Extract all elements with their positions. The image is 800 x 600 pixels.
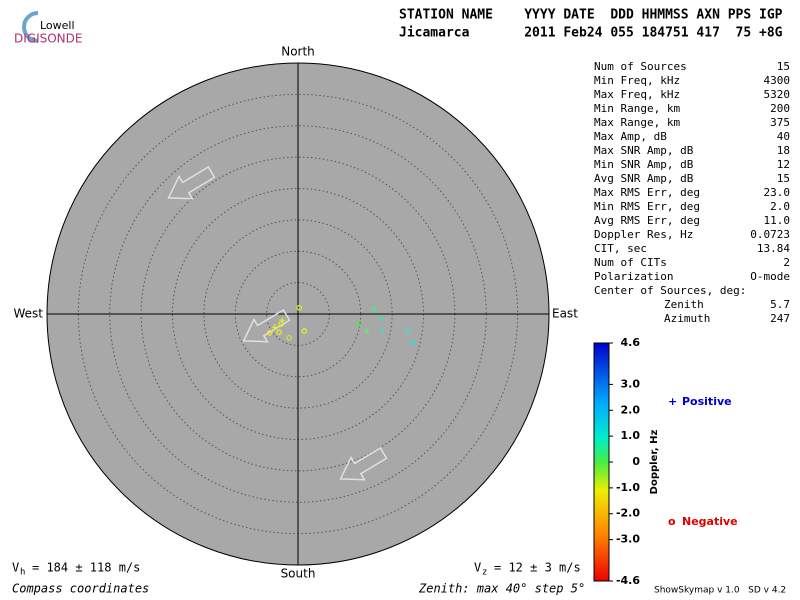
compass-west: West [13,307,43,321]
velocity-arrow [167,165,216,200]
stat-value: 2 [783,256,790,269]
colorbar-title: Doppler, Hz [649,430,660,495]
source-positive [364,327,371,334]
source-negative [286,335,293,341]
stat-label: Min Range, km [594,102,680,115]
velocity-arrow [242,308,291,343]
colorbar-tick-label: -3.0 [616,533,640,546]
center-azimuth: 247 [770,312,790,325]
stat-label: Max Range, km [594,116,680,129]
stat-value: 15 [777,60,790,73]
stat-value: 12 [777,158,790,171]
source-positive [409,339,416,346]
stat-value: 23.0 [764,186,791,199]
stat-label: Max SNR Amp, dB [594,144,694,157]
header-values: Jicamarca 2011 Feb24 055 184751 417 75 +… [399,26,783,41]
source-negative [301,328,308,334]
source-negative [266,330,273,336]
vh-value: = 184 ± 118 m/s [32,561,140,575]
version: ShowSkymap v 1.0 SD v 4.2 [654,586,786,596]
colorbar-tick-label: -1.0 [616,481,640,494]
header-columns: STATION NAME YYYY DATE DDD HHMMSS AXN PP… [399,8,783,23]
logo-top: Lowell [40,19,75,32]
logo-mark [22,11,39,43]
stat-label: CIT, sec [594,242,647,255]
center-zenith: 5.7 [770,298,790,311]
vz-sub: z [482,568,487,578]
compass-south: South [281,567,316,581]
stat-value: 375 [770,116,790,129]
center-azimuth-label: Azimuth [664,312,710,325]
center-zenith-label: Zenith [664,298,704,311]
stat-label: Max Freq, kHz [594,88,680,101]
stat-label: Min RMS Err, deg [594,200,700,213]
source-negative [276,329,282,335]
source-negative [278,321,284,327]
colorbar-tick-label: 1.0 [621,429,641,442]
stat-value: 40 [777,130,790,143]
vh-symbol: V [12,561,19,575]
source-positive [379,327,386,334]
legend-positive-symbol: + [668,395,677,408]
stat-value: 13.84 [757,242,790,255]
stat-label: Avg SNR Amp, dB [594,172,694,185]
stat-label: Min SNR Amp, dB [594,158,694,171]
source-positive [370,305,377,312]
stat-label: Num of CITs [594,256,667,269]
colorbar-tick-label: -2.0 [616,507,640,520]
stat-label: Doppler Res, Hz [594,228,693,241]
stat-value: 2.0 [770,200,790,213]
stat-label: Min Freq, kHz [594,74,680,87]
coords-note: Compass coordinates [12,582,149,596]
source-positive [271,324,278,331]
colorbar-tick-label: -4.6 [616,574,640,587]
source-negative [296,304,303,311]
source-negative [405,328,411,334]
colorbar-tick-label: 2.0 [621,403,641,416]
stat-label: Num of Sources [594,60,687,73]
vh-sub: h [20,568,25,578]
vz-value: = 12 ± 3 m/s [494,561,581,575]
stat-label: Polarization [594,270,673,283]
source-positive [355,321,362,328]
center-title: Center of Sources, deg: [594,284,746,297]
source-positive [377,314,384,321]
stat-value: 5320 [764,88,791,101]
logo-bottom: DIGISONDE [14,32,82,46]
legend-positive: Positive [682,395,732,408]
stat-value: 15 [777,172,790,185]
colorbar-tick-label: 0 [632,455,640,468]
legend-negative-symbol: o [668,515,676,528]
sky-plot [46,62,550,566]
stat-label: Avg RMS Err, deg [594,214,700,227]
colorbar-tick-label: 4.6 [621,336,641,349]
stat-value: 0.0723 [750,228,790,241]
compass-north: North [281,45,315,59]
zenith-note: Zenith: max 40° step 5° [418,582,585,596]
stat-value: O-mode [750,270,790,283]
legend-negative: Negative [682,515,738,528]
vz-symbol: V [474,561,481,575]
compass-east: East [552,307,578,321]
stat-value: 200 [770,102,790,115]
stat-value: 18 [777,144,790,157]
colorbar [593,342,610,582]
colorbar-tick-label: 3.0 [621,377,641,390]
velocity-arrow [339,446,388,481]
stat-label: Max RMS Err, deg [594,186,700,199]
stat-value: 4300 [764,74,791,87]
stat-label: Max Amp, dB [594,130,667,143]
stat-value: 11.0 [764,214,791,227]
